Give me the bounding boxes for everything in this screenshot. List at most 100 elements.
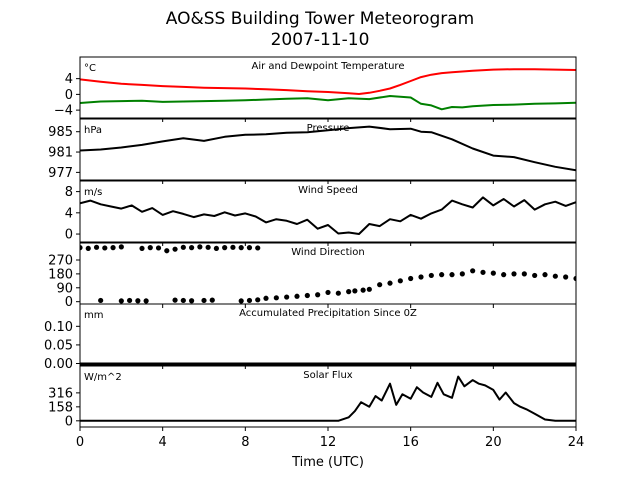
data-point	[180, 244, 186, 250]
data-point	[255, 245, 261, 251]
data-point	[255, 297, 261, 303]
data-point	[284, 294, 290, 300]
data-point	[563, 274, 569, 280]
data-point	[490, 270, 496, 276]
x-axis: 0 4 8 12 16 20 24	[76, 435, 584, 450]
data-point	[304, 292, 310, 299]
series-3-0	[80, 244, 576, 304]
panel-title: Wind Direction	[291, 247, 365, 258]
series-line-2-0	[80, 196, 576, 235]
data-point	[408, 275, 414, 282]
panel-unit: °C	[84, 63, 96, 74]
data-point	[102, 245, 108, 251]
data-point	[189, 298, 195, 304]
y-tick-label: 8	[65, 185, 73, 200]
x-tick-label: 4	[159, 435, 167, 450]
y-tick-label: 316	[48, 386, 73, 401]
data-point	[263, 295, 269, 301]
y-tick-label: 90	[56, 281, 73, 296]
panel-unit: W/m^2	[84, 372, 122, 383]
panel-0: 40−4 Air and Dewpoint Temperature °C	[54, 56, 577, 122]
data-point	[238, 245, 244, 251]
series-line-5-0	[80, 375, 576, 422]
chart-subtitle: 2007-11-10	[271, 30, 370, 50]
data-point	[197, 244, 203, 250]
chart-title: AO&SS Building Tower Meteorogram	[166, 9, 474, 29]
x-tick-label: 20	[485, 435, 502, 450]
data-point	[80, 245, 83, 251]
series-line-1-0	[80, 125, 576, 172]
y-tick-label: 0	[65, 414, 73, 429]
data-point	[346, 289, 352, 295]
data-point	[118, 244, 124, 250]
y-tick-label: 0	[65, 295, 73, 310]
y-tick-label: 0	[65, 228, 73, 243]
panel-title: Wind Speed	[298, 185, 358, 196]
data-point	[273, 295, 279, 301]
y-tick-label: 4	[65, 206, 73, 221]
y-tick-label: 0.10	[44, 320, 73, 335]
panel-title: Accumulated Precipitation Since 0Z	[239, 308, 417, 319]
y-tick-label: 4	[65, 72, 73, 87]
data-point	[246, 297, 253, 304]
data-point	[511, 271, 517, 277]
y-tick-label: 985	[48, 125, 73, 140]
data-point	[573, 275, 576, 282]
y-tick-label: 977	[48, 166, 73, 181]
data-point	[459, 271, 465, 277]
data-point	[222, 245, 228, 251]
data-point	[480, 269, 486, 275]
y-tick-label: 180	[48, 267, 73, 282]
data-point	[294, 293, 300, 299]
data-point	[180, 297, 186, 304]
data-point	[213, 245, 219, 252]
data-point	[501, 272, 507, 278]
panel-4: 0.10 0.05 0.00 Accumulated Precipitation Si…	[44, 303, 577, 372]
panel-title: Pressure	[307, 123, 350, 134]
data-point	[85, 245, 91, 252]
panel-1: 985 981 977 Pressure hPa	[48, 118, 577, 184]
y-tick-label: 0.05	[44, 338, 73, 353]
data-point	[418, 274, 424, 280]
data-point	[110, 245, 116, 251]
data-point	[315, 292, 321, 298]
data-point	[205, 244, 211, 250]
data-point	[387, 280, 393, 286]
data-point	[230, 244, 236, 250]
data-point	[439, 272, 445, 278]
y-tick-label: 0	[65, 88, 73, 103]
data-point	[209, 297, 215, 303]
data-point	[470, 268, 476, 274]
data-point	[93, 244, 100, 250]
x-tick-label: 16	[402, 435, 419, 450]
data-point	[189, 245, 195, 251]
series-line-0-0	[80, 68, 576, 95]
data-point	[164, 248, 170, 254]
x-tick-label: 8	[241, 435, 249, 450]
data-point	[377, 282, 383, 288]
data-point	[139, 245, 145, 252]
y-tick-label: 981	[48, 146, 73, 161]
data-point	[201, 297, 207, 304]
panel-title: Air and Dewpoint Temperature	[252, 61, 405, 72]
data-point	[172, 246, 178, 252]
x-tick-label: 24	[568, 435, 585, 450]
data-point	[449, 272, 455, 278]
panel-2: 8 4 0 Wind Speed m/s	[65, 180, 577, 246]
y-tick-label: −4	[54, 104, 73, 119]
data-point	[238, 298, 244, 304]
y-tick-label: 0.00	[44, 357, 73, 372]
data-point	[360, 287, 366, 293]
data-point	[397, 278, 403, 284]
data-point	[521, 271, 527, 277]
data-point	[246, 245, 253, 251]
y-tick-label: 270	[48, 253, 73, 268]
data-point	[155, 245, 162, 251]
x-tick-label: 0	[76, 435, 84, 450]
data-point	[552, 273, 558, 279]
panel-unit: m/s	[84, 187, 102, 198]
